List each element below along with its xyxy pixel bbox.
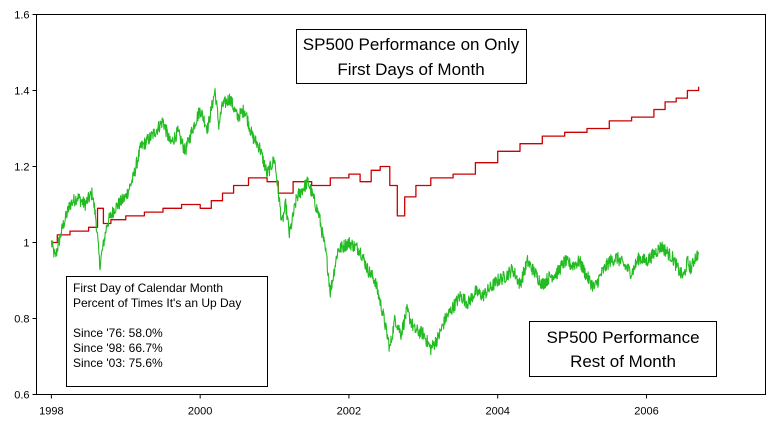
red-series-label-box: SP500 Performance on Only First Days of … <box>296 29 527 84</box>
annotation-line-1: First Day of Calendar Month <box>73 281 223 295</box>
y-tick-label: 1 <box>23 238 29 250</box>
y-tick-label: 1.2 <box>14 162 29 174</box>
red-series-label-line-1: SP500 Performance on Only <box>303 35 520 54</box>
annotation-line-2: Percent of Times It's an Up Day <box>73 296 241 310</box>
annotation-box: First Day of Calendar Month Percent of T… <box>66 276 268 387</box>
annotation-line-5: Since '98: 66.7% <box>73 341 163 355</box>
green-series-label-line-1: SP500 Performance <box>546 328 699 347</box>
annotation-line-6: Since '03: 75.6% <box>73 356 163 370</box>
x-tick-label: 1998 <box>39 406 63 418</box>
annotation-line-4: Since '76: 58.0% <box>73 326 163 340</box>
series-layer <box>50 86 700 356</box>
series-line-rest-of-month <box>50 87 700 356</box>
y-tick-label: 1.6 <box>14 10 29 22</box>
red-series-label-line-2: First Days of Month <box>337 60 484 79</box>
x-tick-label: 2004 <box>485 406 509 418</box>
y-axis: 0.6 0.8 1 1.2 1.4 1.6 <box>14 10 37 402</box>
x-tick-label: 2002 <box>337 406 361 418</box>
x-tick-label: 2006 <box>634 406 658 418</box>
y-tick-label: 0.8 <box>14 314 29 326</box>
x-axis: 1998 2000 2002 2004 2006 <box>39 394 659 418</box>
y-tick-label: 1.4 <box>14 86 29 98</box>
green-series-label-line-2: Rest of Month <box>570 352 676 371</box>
y-tick-label: 0.6 <box>14 390 29 402</box>
green-series-label-box: SP500 Performance Rest of Month <box>529 321 717 377</box>
series-line-first-day <box>51 86 700 244</box>
x-tick-label: 2000 <box>188 406 212 418</box>
